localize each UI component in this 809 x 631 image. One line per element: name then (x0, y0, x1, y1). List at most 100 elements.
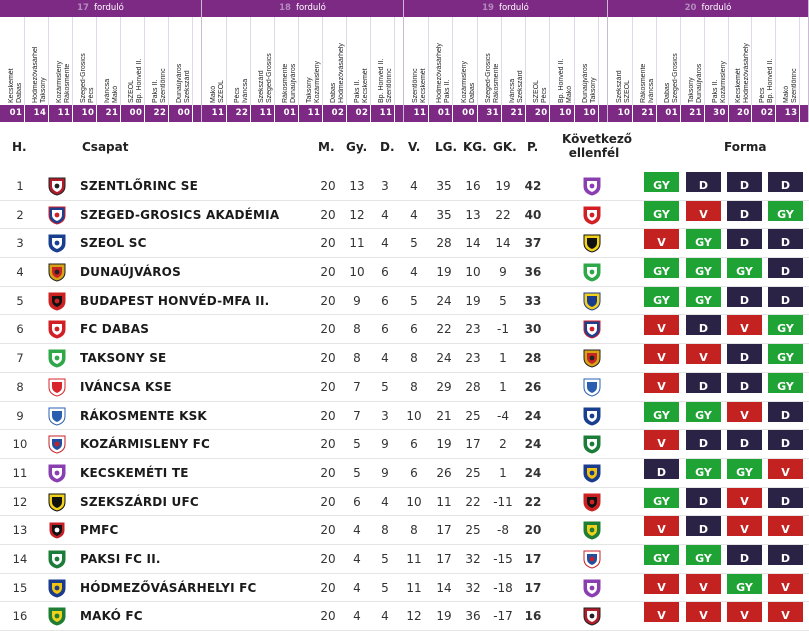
match[interactable]: Paks II. Kozármisleny (712, 17, 729, 105)
table-row[interactable]: 4 DUNAÚJVÁROS 20 10 6 4 19 10 9 36 GY GY GY D (0, 258, 809, 287)
form-result[interactable]: GY (768, 315, 803, 336)
form-result[interactable]: GY (686, 258, 721, 279)
form-result[interactable]: V (768, 573, 803, 594)
team-name[interactable]: PAKSI FC II. (80, 551, 161, 566)
form-result[interactable]: V (727, 516, 762, 537)
match[interactable]: Szekszárd Szeged-Grosics (258, 17, 275, 105)
table-row[interactable]: 5 BUDAPEST HONVÉD-MFA II. 20 9 6 5 24 19 5 33 GY… (0, 286, 809, 316)
match-score[interactable]: 11 (258, 105, 275, 122)
form-result[interactable]: D (727, 200, 762, 221)
team-name[interactable]: PMFC (80, 523, 119, 538)
form-result[interactable]: V (686, 573, 721, 594)
form-result[interactable]: GY (644, 487, 679, 508)
form-result[interactable]: D (768, 430, 803, 451)
match-score[interactable]: 11 (412, 105, 429, 122)
form-result[interactable]: GY (686, 458, 721, 479)
match-score[interactable]: 21 (640, 105, 657, 122)
match[interactable]: Hódmezővásárhely Paks II. (436, 17, 454, 105)
team-name[interactable]: HÓDMEZŐVÁSÁRHELYI FC (80, 580, 257, 595)
match-score[interactable]: 11 (56, 105, 73, 122)
match[interactable]: Dabas Hódmezővásárhely (330, 17, 347, 105)
match-score[interactable]: 10 (616, 105, 633, 122)
form-result[interactable]: D (768, 172, 803, 192)
form-result[interactable]: GY (686, 544, 721, 565)
match-score[interactable]: 20 (735, 105, 753, 122)
match-score[interactable]: 13 (783, 105, 801, 122)
match[interactable]: Taksony Dunaújváros (688, 17, 705, 105)
match-score[interactable]: 22 (152, 105, 169, 122)
match-score[interactable]: 01 (282, 105, 299, 122)
next-opponent-logo[interactable] (581, 492, 603, 512)
match[interactable]: Rákosmente Dunaújváros (282, 17, 299, 105)
form-result[interactable]: D (727, 286, 762, 307)
match[interactable]: Szekszárd SZEOL (616, 17, 633, 105)
next-opponent-logo[interactable] (581, 233, 603, 253)
form-result[interactable]: V (644, 602, 679, 623)
team-name[interactable]: RÁKOSMENTE KSK (80, 408, 207, 423)
match[interactable]: Pécs Iváncsa (234, 17, 251, 105)
match[interactable]: SZEOL Bp. Honvéd II. (128, 17, 145, 105)
match[interactable]: Taksony Kozármisleny (306, 17, 323, 105)
form-result[interactable]: V (644, 344, 679, 365)
match[interactable]: Paks II. Kecskemét (354, 17, 371, 105)
match-score[interactable]: 11 (306, 105, 323, 122)
next-opponent-logo[interactable] (581, 348, 603, 368)
form-result[interactable]: D (768, 229, 803, 250)
form-result[interactable]: D (727, 372, 762, 393)
next-opponent-logo[interactable] (581, 377, 603, 397)
form-result[interactable]: D (768, 544, 803, 565)
form-result[interactable]: GY (644, 258, 679, 279)
form-result[interactable]: GY (727, 573, 762, 594)
team-name[interactable]: FC DABAS (80, 322, 150, 337)
match-score[interactable]: 11 (378, 105, 395, 122)
match-score[interactable]: 00 (128, 105, 145, 122)
table-row[interactable]: 11 KECSKEMÉTI TE 20 5 9 6 26 25 1 24 D GY GY V (0, 458, 809, 488)
team-name[interactable]: SZEOL SC (80, 236, 147, 251)
team-name[interactable]: SZENTLŐRINC SE (80, 179, 198, 193)
form-result[interactable]: D (727, 544, 762, 565)
table-row[interactable]: 3 SZEOL SC 20 11 4 5 28 14 14 37 V GY D D (0, 229, 809, 259)
form-result[interactable]: V (768, 602, 803, 623)
table-row[interactable]: 15 HÓDMEZŐVÁSÁRHELYI FC 20 4 5 11 14 32 -18 17 V… (0, 573, 809, 603)
match-score[interactable]: 30 (712, 105, 729, 122)
header-losses[interactable]: V. (408, 140, 421, 154)
form-result[interactable]: GY (768, 200, 803, 221)
match[interactable]: Kozármisleny Dabas (461, 17, 478, 105)
form-result[interactable]: D (644, 458, 679, 479)
match[interactable]: Bp. Honvéd II. Szentlőrinc (378, 17, 395, 105)
form-result[interactable]: GY (644, 286, 679, 307)
match[interactable]: Paks II. Szentlőrinc (152, 17, 169, 105)
form-result[interactable]: V (644, 229, 679, 250)
match-score[interactable]: 02 (354, 105, 371, 122)
form-result[interactable]: D (727, 172, 762, 192)
form-result[interactable]: D (727, 229, 762, 250)
form-result[interactable]: D (686, 430, 721, 451)
match[interactable]: Bp. Honvéd II. Makó (558, 17, 575, 105)
form-result[interactable]: V (727, 401, 762, 422)
match[interactable]: Szeged-Grosics Pécs (80, 17, 97, 105)
form-result[interactable]: V (727, 602, 762, 623)
form-result[interactable]: GY (644, 401, 679, 422)
header-matches[interactable]: M. (318, 140, 335, 154)
match[interactable]: Iváncsa Makó (104, 17, 121, 105)
table-row[interactable]: 9 RÁKOSMENTE KSK 20 7 3 10 21 25 -4 24 GY GY V D (0, 401, 809, 431)
match-score[interactable]: 02 (330, 105, 347, 122)
next-opponent-logo[interactable] (581, 205, 603, 225)
table-row[interactable]: 14 PAKSI FC II. 20 4 5 11 17 32 -15 17 GY GY D D (0, 544, 809, 574)
header-goal-diff[interactable]: GK. (493, 140, 517, 154)
team-name[interactable]: IVÁNCSA KSE (80, 379, 172, 394)
match-score[interactable]: 01 (664, 105, 681, 122)
next-opponent-logo[interactable] (581, 176, 603, 196)
form-result[interactable]: V (686, 344, 721, 365)
match[interactable]: Makó Szentlőrinc (783, 17, 801, 105)
match-score[interactable]: 14 (32, 105, 49, 122)
form-result[interactable]: V (644, 430, 679, 451)
table-row[interactable]: 6 FC DABAS 20 8 6 6 22 23 -1 30 V D V GY (0, 315, 809, 345)
form-result[interactable]: V (644, 315, 679, 336)
round-title[interactable]: 19 forduló (404, 0, 607, 17)
match[interactable]: Dunaújváros Szekszárd (176, 17, 193, 105)
match[interactable]: Kozármisleny Rákosmente (56, 17, 73, 105)
form-result[interactable]: D (686, 372, 721, 393)
form-result[interactable]: D (768, 286, 803, 307)
